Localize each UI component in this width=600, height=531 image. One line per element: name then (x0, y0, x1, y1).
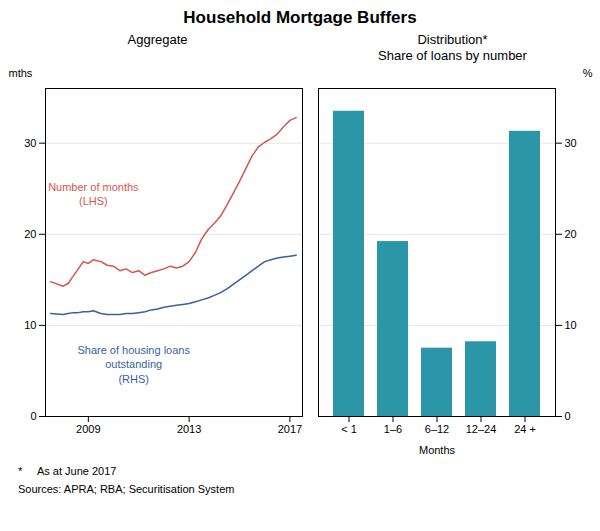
svg-text:Number of months(LHS): Number of months(LHS) (48, 181, 139, 207)
svg-text:30: 30 (565, 137, 577, 149)
html-text:Sources: APRA; RBA; Securitisa: Sources: APRA; RBA; Securitisation Syste… (18, 483, 235, 495)
svg-text:12–24: 12–24 (466, 423, 497, 435)
svg-text:< 1: < 1 (341, 423, 357, 435)
svg-text:6–12: 6–12 (425, 423, 449, 435)
svg-text:20: 20 (565, 228, 577, 240)
svg-text:0: 0 (565, 410, 571, 422)
svg-text:2009: 2009 (76, 423, 100, 435)
svg-text:24 +: 24 + (514, 423, 536, 435)
svg-text:10: 10 (24, 319, 36, 331)
svg-text:%: % (583, 67, 593, 79)
html-text:* As at June 2017: * As at June 2017 (18, 465, 117, 477)
svg-text:20: 20 (24, 228, 36, 240)
html-text:Household Mortgage Buffers: Household Mortgage Buffers (183, 8, 417, 27)
html-text:Distribution* Share of loans b: Distribution* Share of loans by number (378, 32, 527, 63)
svg-text:mths: mths (9, 67, 33, 79)
svg-text:Months: Months (419, 444, 456, 456)
svg-text:2013: 2013 (177, 423, 201, 435)
svg-text:1–6: 1–6 (384, 423, 402, 435)
html-text:Aggregate: Aggregate (127, 32, 188, 47)
svg-text:0: 0 (30, 410, 36, 422)
svg-text:2017: 2017 (278, 423, 302, 435)
svg-text:10: 10 (565, 319, 577, 331)
svg-text:30: 30 (24, 137, 36, 149)
svg-text:Share of housing loansoutstand: Share of housing loansoutstanding(RHS) (77, 344, 190, 385)
